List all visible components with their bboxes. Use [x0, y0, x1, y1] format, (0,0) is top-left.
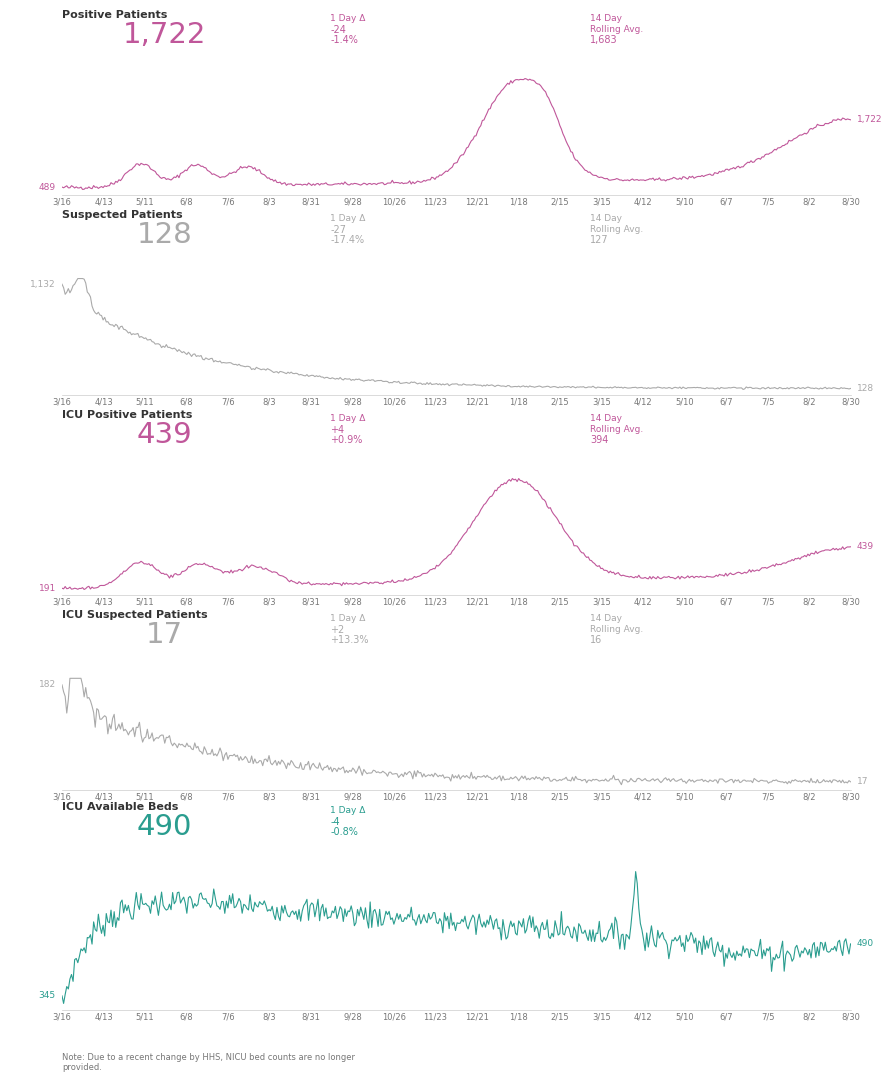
Text: 439: 439 [136, 421, 192, 449]
Text: 345: 345 [39, 991, 56, 1000]
Text: +13.3%: +13.3% [330, 635, 369, 645]
Text: 191: 191 [38, 583, 56, 593]
Text: 14 Day: 14 Day [590, 615, 622, 623]
Text: Positive Patients: Positive Patients [62, 10, 167, 21]
Text: 1 Day Δ: 1 Day Δ [330, 615, 366, 623]
Text: ICU Available Beds: ICU Available Beds [62, 802, 178, 812]
Text: 17: 17 [857, 778, 868, 786]
Text: Rolling Avg.: Rolling Avg. [590, 625, 643, 634]
Text: 1 Day Δ: 1 Day Δ [330, 807, 366, 815]
Text: 490: 490 [136, 813, 192, 841]
Text: 14 Day: 14 Day [590, 415, 622, 423]
Text: ICU Positive Patients: ICU Positive Patients [62, 410, 192, 420]
Text: +4: +4 [330, 426, 345, 435]
Text: 490: 490 [857, 940, 874, 948]
Text: 16: 16 [590, 635, 602, 645]
Text: -1.4%: -1.4% [330, 35, 358, 45]
Text: 439: 439 [857, 542, 874, 551]
Text: 127: 127 [590, 235, 609, 245]
Text: 128: 128 [136, 221, 192, 249]
Text: 1,683: 1,683 [590, 35, 618, 45]
Text: Rolling Avg.: Rolling Avg. [590, 25, 643, 35]
Text: -4: -4 [330, 818, 339, 827]
Text: Rolling Avg.: Rolling Avg. [590, 226, 643, 234]
Text: 394: 394 [590, 435, 609, 445]
Text: Note: Due to a recent change by HHS, NICU bed counts are no longer
provided.: Note: Due to a recent change by HHS, NIC… [62, 1053, 355, 1072]
Text: 1 Day Δ: 1 Day Δ [330, 14, 366, 24]
Text: -27: -27 [330, 226, 346, 235]
Text: -0.8%: -0.8% [330, 827, 358, 837]
Text: 128: 128 [857, 384, 874, 393]
Text: Suspected Patients: Suspected Patients [62, 211, 183, 220]
Text: 1 Day Δ: 1 Day Δ [330, 415, 366, 423]
Text: 1 Day Δ: 1 Day Δ [330, 215, 366, 224]
Text: +0.9%: +0.9% [330, 435, 362, 445]
Text: 1,132: 1,132 [30, 280, 56, 288]
Text: -24: -24 [330, 25, 346, 36]
Text: 17: 17 [146, 621, 183, 649]
Text: 14 Day: 14 Day [590, 14, 622, 24]
Text: Rolling Avg.: Rolling Avg. [590, 426, 643, 434]
Text: +2: +2 [330, 625, 345, 635]
Text: 1,722: 1,722 [123, 22, 206, 49]
Text: 1,722: 1,722 [857, 116, 882, 124]
Text: 182: 182 [39, 680, 56, 689]
Text: ICU Suspected Patients: ICU Suspected Patients [62, 610, 207, 620]
Text: 14 Day: 14 Day [590, 215, 622, 224]
Text: -17.4%: -17.4% [330, 235, 364, 245]
Text: 489: 489 [39, 183, 56, 191]
